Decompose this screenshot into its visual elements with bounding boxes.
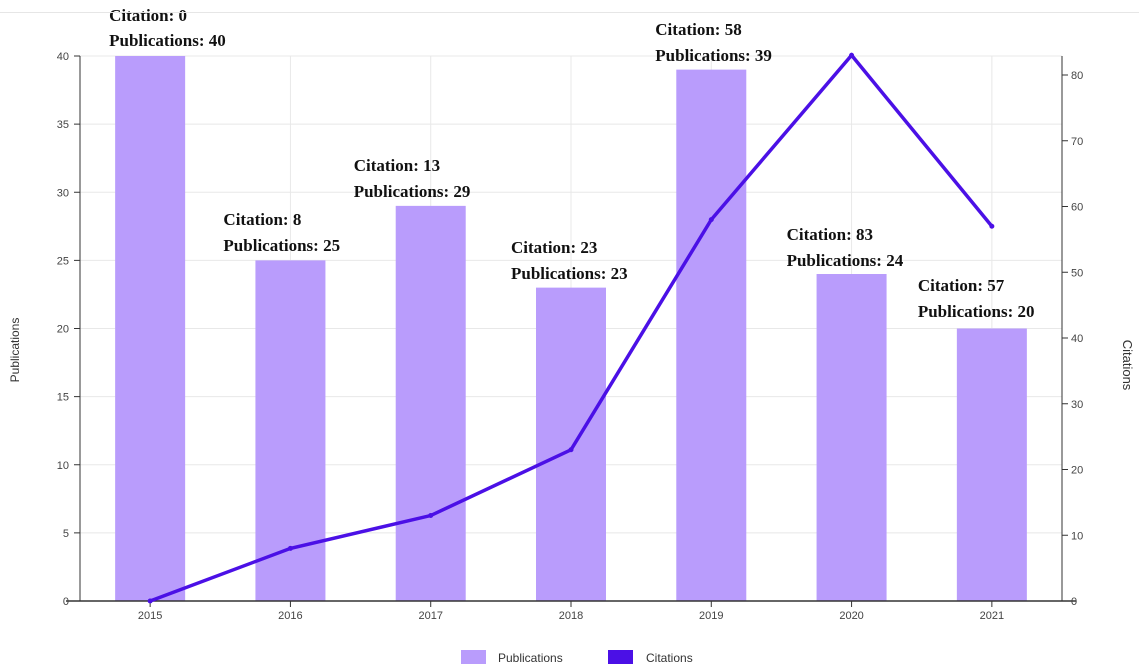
y-tick-label: 30 xyxy=(57,187,69,199)
top-divider xyxy=(0,12,1139,13)
data-label-citation-2015: Citation: 0 xyxy=(109,6,187,25)
y2-tick-label: 70 xyxy=(1071,136,1083,148)
citations-point-2019[interactable] xyxy=(708,217,714,223)
legend-label-citations: Citations xyxy=(646,651,693,665)
x-tick-label: 2020 xyxy=(839,610,863,622)
data-label-citation-2016: Citation: 8 xyxy=(223,210,301,229)
data-label-citation-2018: Citation: 23 xyxy=(511,238,597,257)
citations-point-2017[interactable] xyxy=(428,513,434,519)
legend-item-citations[interactable]: Citations xyxy=(608,650,693,665)
x-tick-label: 2015 xyxy=(138,610,162,622)
y2-tick-label: 0 xyxy=(1071,596,1077,608)
y2-tick-label: 50 xyxy=(1071,267,1083,279)
citations-point-2016[interactable] xyxy=(287,545,293,551)
y-tick-label: 20 xyxy=(57,324,69,336)
data-label-publications-2020: Publications: 24 xyxy=(787,251,904,270)
data-labels: Citation: 0 Publications: 40 Citation: 8 Pu… xyxy=(109,6,1034,321)
data-label-citation-2019: Citation: 58 xyxy=(655,20,741,39)
x-tick-label: 2018 xyxy=(559,610,583,622)
data-label-publications-2016: Publications: 25 xyxy=(223,236,340,255)
y-tick-label: 35 xyxy=(57,119,69,131)
citations-point-2020[interactable] xyxy=(849,52,855,58)
y-axis-title: Publications xyxy=(8,318,22,383)
y2-axis-title: Citations xyxy=(1120,340,1135,391)
y2-tick-label: 10 xyxy=(1071,530,1083,542)
legend-label-publications: Publications xyxy=(498,651,563,665)
x-tick-label: 2019 xyxy=(699,610,723,622)
x-tick-label: 2016 xyxy=(278,610,302,622)
data-label-publications-2017: Publications: 29 xyxy=(354,182,471,201)
y2-tick-label: 20 xyxy=(1071,465,1083,477)
x-tick-label: 2021 xyxy=(980,610,1004,622)
data-label-citation-2021: Citation: 57 xyxy=(918,276,1005,295)
data-label-citation-2017: Citation: 13 xyxy=(354,156,440,175)
legend-item-publications[interactable]: Publications xyxy=(461,650,563,665)
legend-swatch-publications xyxy=(461,650,486,664)
data-label-publications-2015: Publications: 40 xyxy=(109,31,226,50)
citations-point-2018[interactable] xyxy=(568,447,574,453)
bar-publications-2015[interactable] xyxy=(115,56,186,601)
y2-tick-label: 40 xyxy=(1071,333,1083,345)
citations-point-2015[interactable] xyxy=(147,598,153,604)
data-label-publications-2021: Publications: 20 xyxy=(918,302,1035,321)
bar-publications-2018[interactable] xyxy=(536,287,606,601)
y-tick-label: 15 xyxy=(57,392,69,404)
y-tick-label: 25 xyxy=(57,255,69,267)
x-tick-label: 2017 xyxy=(418,610,442,622)
citations-line-layer xyxy=(147,52,995,604)
y2-tick-label: 30 xyxy=(1071,399,1083,411)
legend: Publications Citations xyxy=(461,650,693,665)
data-label-publications-2018: Publications: 23 xyxy=(511,264,628,283)
citations-point-2021[interactable] xyxy=(989,223,995,229)
data-label-publications-2019: Publications: 39 xyxy=(655,46,772,65)
y-tick-label: 5 xyxy=(63,528,69,540)
y2-tick-label: 60 xyxy=(1071,202,1083,214)
y-tick-label: 40 xyxy=(57,51,69,63)
bar-publications-2019[interactable] xyxy=(676,69,747,601)
bar-publications-2020[interactable] xyxy=(816,274,887,601)
axes: 0 5 10 15 20 25 30 35 40 0 10 20 30 40 50 60 70 80 2015 201… xyxy=(57,51,1084,622)
legend-swatch-citations xyxy=(608,650,633,664)
y-tick-label: 0 xyxy=(63,596,69,608)
bar-publications-2021[interactable] xyxy=(956,328,1027,602)
bar-publications-2017[interactable] xyxy=(395,205,466,601)
y-tick-label: 10 xyxy=(57,460,69,472)
y2-tick-label: 80 xyxy=(1071,70,1083,82)
data-label-citation-2020: Citation: 83 xyxy=(787,225,873,244)
